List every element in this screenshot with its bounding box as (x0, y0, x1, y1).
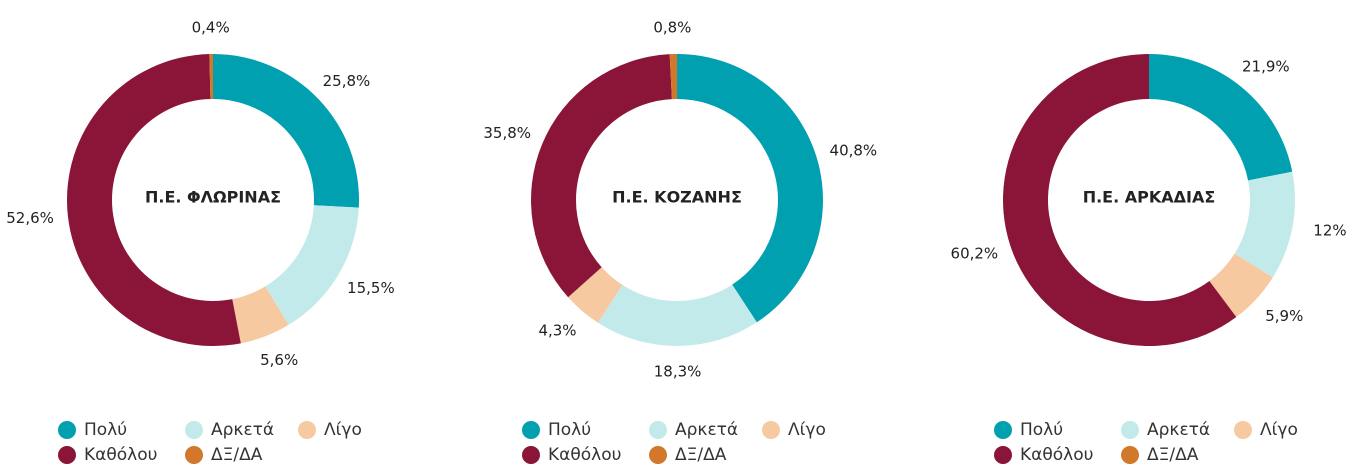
legend-label: Πολύ (84, 420, 127, 440)
donut-slice (568, 267, 623, 323)
donut-slice (669, 54, 677, 100)
value-label: 5,9% (1265, 307, 1303, 325)
value-label: 40,8% (830, 141, 878, 159)
legend-label: Πολύ (1020, 420, 1063, 440)
value-label: 60,2% (951, 245, 999, 263)
legend-label: Πολύ (548, 420, 591, 440)
center-label: Π.Ε. ΦΛΩΡΙΝΑΣ (145, 188, 281, 207)
donut-slice (209, 54, 213, 100)
value-label: 0,8% (653, 19, 691, 37)
legend-swatch (298, 421, 316, 439)
legend-swatch (58, 421, 76, 439)
donut-slice (531, 54, 672, 298)
donut-slice (597, 284, 757, 346)
legend-swatch (522, 446, 540, 464)
legend-label: Αρκετά (211, 420, 274, 440)
value-label: 52,6% (6, 209, 54, 227)
value-label: 35,8% (483, 124, 531, 142)
value-label: 18,3% (654, 362, 702, 380)
center-label: Π.Ε. ΑΡΚΑΔΙΑΣ (1083, 188, 1216, 207)
donut-slice (67, 54, 241, 346)
value-label: 12% (1313, 222, 1346, 240)
legend-label: ΔΞ/ΔΑ (1147, 445, 1199, 465)
value-label: 21,9% (1242, 58, 1290, 76)
legend-label: Καθόλου (1020, 445, 1093, 465)
legend-swatch (1234, 421, 1252, 439)
legend-label: Λίγο (788, 420, 826, 440)
donut-slice (1209, 253, 1273, 318)
legend-swatch (1121, 421, 1139, 439)
legend-label: Λίγο (1260, 420, 1298, 440)
legend-swatch (185, 421, 203, 439)
donut-slice (232, 286, 289, 344)
legend-swatch (649, 446, 667, 464)
value-label: 15,5% (347, 279, 395, 297)
value-label: 0,4% (192, 19, 230, 37)
legend-swatch (185, 446, 203, 464)
donut-slice (213, 54, 359, 208)
legend-swatch (994, 421, 1012, 439)
legend-label: ΔΞ/ΔΑ (675, 445, 727, 465)
legend-label: Καθόλου (548, 445, 621, 465)
value-label: 4,3% (538, 321, 576, 339)
legend-label: Λίγο (324, 420, 362, 440)
legend-swatch (994, 446, 1012, 464)
donut-slice (1002, 54, 1237, 347)
legend-swatch (522, 421, 540, 439)
legend-swatch (649, 421, 667, 439)
donut-slice (1234, 171, 1295, 278)
legend-label: Αρκετά (675, 420, 738, 440)
legend-label: ΔΞ/ΔΑ (211, 445, 263, 465)
legend-label: Αρκετά (1147, 420, 1210, 440)
donut-slice (265, 205, 359, 325)
legend-swatch (58, 446, 76, 464)
legend-swatch (762, 421, 780, 439)
value-label: 5,6% (260, 351, 298, 369)
value-label: 25,8% (323, 72, 371, 90)
donut-slice (1149, 54, 1293, 181)
donut-slice (677, 54, 823, 323)
legend-label: Καθόλου (84, 445, 157, 465)
legend-swatch (1121, 446, 1139, 464)
center-label: Π.Ε. ΚΟΖΑΝΗΣ (612, 188, 742, 207)
